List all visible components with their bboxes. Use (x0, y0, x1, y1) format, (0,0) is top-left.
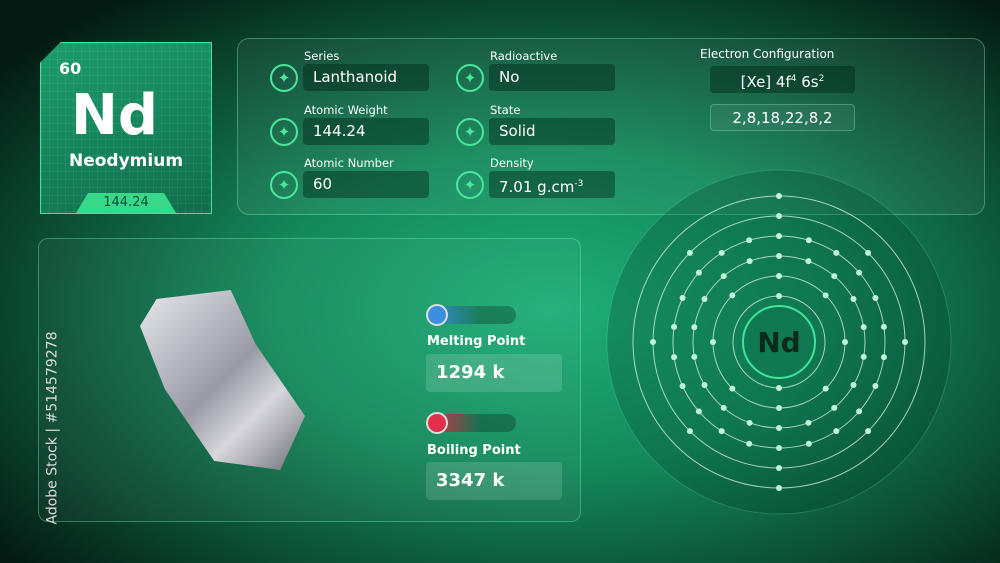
sample-panel (38, 238, 581, 522)
cube-icon: ✦ (456, 118, 484, 146)
electron (701, 296, 708, 302)
electron (746, 440, 753, 447)
property-value: Lanthanoid (303, 64, 429, 91)
atomic-number: 60 (59, 59, 82, 78)
electron (701, 382, 708, 388)
property-label: Atomic Number (304, 156, 394, 170)
electron (729, 385, 736, 392)
electron (831, 273, 838, 280)
electron (720, 404, 727, 411)
electron (850, 296, 857, 302)
properties-panel (237, 38, 985, 215)
electron (776, 293, 782, 299)
electron (720, 273, 727, 280)
electron (822, 292, 829, 299)
electron (718, 249, 725, 256)
electron (872, 383, 879, 390)
property-value: 60 (303, 171, 429, 198)
electron (776, 485, 782, 491)
electron (729, 292, 736, 299)
electron (872, 294, 879, 301)
electron (718, 428, 725, 435)
bohr-model: Nd (606, 169, 952, 515)
property-label: Density (490, 156, 534, 170)
electron (865, 249, 872, 256)
thermometer-cold-icon (426, 304, 448, 326)
melting-point-label: Melting Point (427, 334, 526, 349)
electron (691, 353, 698, 360)
electron (856, 269, 863, 276)
electron (671, 323, 678, 330)
electron (695, 408, 702, 415)
electron (850, 382, 857, 388)
electron (805, 258, 812, 265)
electron (833, 249, 840, 256)
electron (679, 383, 686, 390)
thermometer-hot-icon (426, 412, 448, 434)
electron (776, 385, 782, 391)
electron (822, 385, 829, 392)
boiling-point-value: 3347 k (426, 462, 562, 500)
electron (776, 445, 782, 451)
melting-point-value: 1294 k (426, 354, 562, 392)
electron (650, 339, 656, 345)
atom-weight-icon: ✦ (270, 118, 298, 146)
element-weight: 144.24 (76, 193, 176, 213)
electron (805, 440, 812, 447)
electron-shells-value: 2,8,18,22,8,2 (710, 104, 855, 131)
atom-number-icon: ✦ (270, 171, 298, 199)
layers-icon: ✦ (270, 64, 298, 92)
nucleus (742, 305, 816, 379)
electron-config-label: Electron Configuration (700, 47, 835, 61)
electron (710, 339, 716, 345)
electron (695, 269, 702, 276)
element-card: 60 Nd Neodymium 144.24 (40, 42, 212, 214)
electron (860, 324, 867, 331)
watermark-side-text: Adobe Stock | #514579278 (44, 331, 61, 525)
electron-config-value: [Xe] 4f4 6s2 (710, 66, 855, 93)
electron (776, 273, 782, 279)
property-value: No (489, 64, 615, 91)
electron (679, 294, 686, 301)
electron (776, 465, 782, 471)
electron (776, 425, 782, 431)
boiling-point-label: Boiling Point (427, 443, 521, 458)
electron (746, 419, 753, 426)
electron (776, 405, 782, 411)
electron (860, 353, 867, 360)
electron (856, 408, 863, 415)
property-label: Radioactive (490, 49, 558, 63)
electron (671, 354, 678, 361)
element-name: Neodymium (69, 151, 184, 171)
electron (776, 233, 782, 239)
electron (865, 428, 872, 435)
property-value: Solid (489, 118, 615, 145)
electron (776, 193, 782, 199)
radioactive-icon: ✦ (456, 64, 484, 92)
nucleus-symbol: Nd (757, 326, 800, 359)
electron (902, 339, 908, 345)
electron (746, 258, 753, 265)
electron (880, 323, 887, 330)
element-symbol: Nd (71, 83, 158, 148)
property-value: 7.01 g.cm-3 (489, 171, 615, 198)
electron (776, 213, 782, 219)
electron (842, 339, 848, 345)
electron (686, 428, 693, 435)
property-label: Atomic Weight (304, 103, 388, 117)
property-label: Series (304, 49, 340, 63)
electron (831, 404, 838, 411)
electron (880, 354, 887, 361)
property-label: State (490, 103, 521, 117)
electron (805, 237, 812, 244)
electron (805, 419, 812, 426)
electron (691, 324, 698, 331)
electron (776, 253, 782, 259)
molecules-icon: ✦ (456, 171, 484, 199)
electron (746, 237, 753, 244)
property-value: 144.24 (303, 118, 429, 145)
electron (686, 249, 693, 256)
electron (833, 428, 840, 435)
